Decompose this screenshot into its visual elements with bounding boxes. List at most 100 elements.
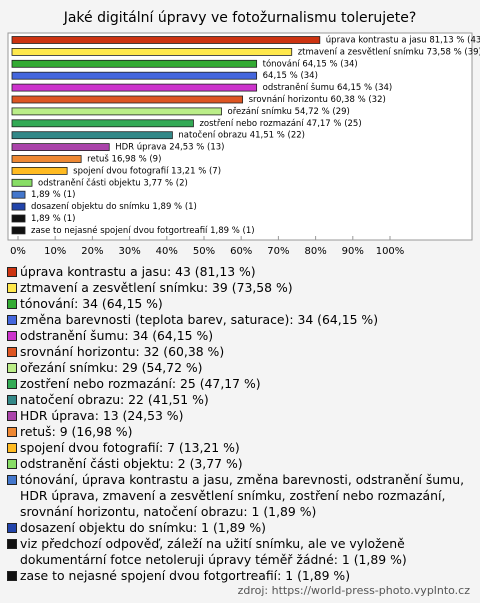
legend-swatch	[7, 475, 17, 485]
x-tick-label: 30%	[118, 246, 140, 257]
legend-item: zostření nebo rozmazání: 25 (47,17 %)	[6, 376, 472, 392]
bar	[11, 131, 173, 140]
legend-item: dosazení objektu do snímku: 1 (1,89 %)	[6, 520, 472, 536]
x-tick-label: 20%	[81, 246, 103, 257]
bar	[11, 226, 26, 235]
legend-label: viz předchozí odpověď, záleží na užití s…	[20, 536, 407, 567]
legend-label: změna barevnosti (teplota barev, saturac…	[20, 312, 379, 327]
bar-label: dosazení objektu do snímku 1,89 % (1)	[31, 202, 197, 212]
legend-swatch	[7, 347, 17, 357]
legend-swatch	[7, 299, 17, 309]
bar-label: odstranění šumu 64,15 % (34)	[263, 82, 393, 93]
bar	[11, 178, 33, 187]
source: zdroj: https://world-press-photo.vyplnto…	[237, 584, 470, 597]
bar-label: tónování 64,15 % (34)	[263, 58, 358, 69]
bar	[11, 214, 26, 223]
bar-label: zostření nebo rozmazání 47,17 % (25)	[199, 119, 361, 129]
legend-label: natočení obrazu: 22 (41,51 %)	[20, 392, 209, 407]
bar	[11, 155, 82, 163]
legend-swatch	[7, 539, 17, 549]
legend-item: úprava kontrastu a jasu: 43 (81,13 %)	[6, 264, 472, 280]
legend-item: zase to nejasné spojení dvou fotgortreaf…	[6, 568, 472, 584]
bar-label: 64,15 % (34)	[263, 71, 318, 81]
legend-item: viz předchozí odpověď, záleží na užití s…	[6, 536, 472, 568]
legend: úprava kontrastu a jasu: 43 (81,13 %) ztm…	[6, 264, 472, 584]
bar	[11, 190, 26, 199]
legend-swatch	[7, 411, 17, 421]
legend-item: spojení dvou fotografií: 7 (13,21 %)	[6, 440, 472, 456]
bar	[11, 83, 258, 92]
legend-swatch	[7, 283, 17, 293]
bar-label: srovnání horizontu 60,38 % (32)	[249, 95, 386, 105]
legend-label: dosazení objektu do snímku: 1 (1,89 %)	[20, 520, 266, 535]
legend-swatch	[7, 331, 17, 341]
legend-label: tónování, úprava kontrastu a jasu, změna…	[20, 472, 465, 519]
bar-label: zase to nejasné spojení dvou fotgortreaf…	[31, 225, 255, 236]
legend-label: ztmavení a zesvětlení snímku: 39 (73,58 …	[20, 280, 293, 295]
legend-label: srovnání horizontu: 32 (60,38 %)	[20, 344, 225, 359]
legend-label: ořezání snímku: 29 (54,72 %)	[20, 360, 203, 375]
legend-swatch	[7, 523, 17, 533]
bar	[11, 119, 194, 128]
legend-item: změna barevnosti (teplota barev, saturac…	[6, 312, 472, 328]
bar	[11, 71, 258, 80]
bar-label: úprava kontrastu a jasu 81,13 % (43)	[326, 36, 480, 46]
legend-label: tónování: 34 (64,15 %)	[20, 296, 163, 311]
legend-label: zostření nebo rozmazání: 25 (47,17 %)	[20, 376, 261, 391]
legend-item: HDR úprava: 13 (24,53 %)	[6, 408, 472, 424]
legend-swatch	[7, 459, 17, 469]
legend-item: srovnání horizontu: 32 (60,38 %)	[6, 344, 472, 360]
x-tick-label: 10%	[44, 246, 66, 257]
legend-item: tónování: 34 (64,15 %)	[6, 296, 472, 312]
bar	[11, 143, 110, 152]
legend-swatch	[7, 379, 17, 389]
bar-label: ztmavení a zesvětlení snímku 73,58 % (39…	[298, 47, 480, 57]
chart: Jaké digitální úpravy ve fotožurnalismu …	[7, 10, 480, 257]
x-tick-label: 80%	[304, 246, 326, 257]
bar-label: odstranění části objektu 3,77 % (2)	[38, 177, 188, 188]
legend-label: HDR úprava: 13 (24,53 %)	[20, 408, 184, 423]
bar	[11, 202, 26, 211]
legend-label: zase to nejasné spojení dvou fotgortreaf…	[20, 568, 351, 583]
x-tick-label: 70%	[267, 246, 289, 257]
legend-item: ořezání snímku: 29 (54,72 %)	[6, 360, 472, 376]
legend-label: odstranění šumu: 34 (64,15 %)	[20, 328, 214, 343]
legend-swatch	[7, 427, 17, 437]
bar-label: HDR úprava 24,53 % (13)	[115, 143, 224, 153]
x-tick-label: 90%	[342, 246, 364, 257]
bar-label: spojení dvou fotografií 13,21 % (7)	[73, 166, 221, 176]
legend-swatch	[7, 267, 17, 277]
bar-label: ořezání snímku 54,72 % (29)	[228, 107, 350, 117]
legend-swatch	[7, 363, 17, 373]
bar	[11, 166, 68, 175]
chart-title: Jaké digitální úpravy ve fotožurnalismu …	[63, 10, 417, 26]
x-tick-label: 40%	[156, 246, 178, 257]
legend-label: retuš: 9 (16,98 %)	[20, 424, 133, 439]
legend-item: odstranění části objektu: 2 (3,77 %)	[6, 456, 472, 472]
legend-item: ztmavení a zesvětlení snímku: 39 (73,58 …	[6, 280, 472, 296]
x-tick-label: 0%	[10, 246, 26, 257]
legend-label: úprava kontrastu a jasu: 43 (81,13 %)	[20, 264, 256, 279]
legend-swatch	[7, 571, 17, 581]
bar-label: natočení obrazu 41,51 % (22)	[178, 130, 305, 141]
bar	[11, 48, 293, 56]
bar-label: 1,89 % (1)	[31, 190, 75, 200]
legend-swatch	[7, 315, 17, 325]
x-tick-label: 60%	[230, 246, 252, 257]
bar	[11, 107, 222, 116]
legend-item: odstranění šumu: 34 (64,15 %)	[6, 328, 472, 344]
x-tick-label: 50%	[193, 246, 215, 257]
legend-swatch	[7, 395, 17, 405]
legend-swatch	[7, 443, 17, 453]
bar	[11, 59, 258, 68]
bar-label: retuš 16,98 % (9)	[87, 154, 161, 165]
x-tick-label: 100%	[376, 246, 405, 257]
bar	[11, 36, 321, 44]
legend-item: natočení obrazu: 22 (41,51 %)	[6, 392, 472, 408]
legend-label: spojení dvou fotografií: 7 (13,21 %)	[20, 440, 240, 455]
legend-item: tónování, úprava kontrastu a jasu, změna…	[6, 472, 472, 520]
bar	[11, 95, 244, 104]
legend-label: odstranění části objektu: 2 (3,77 %)	[20, 456, 243, 471]
bar-label: 1,89 % (1)	[31, 214, 75, 224]
